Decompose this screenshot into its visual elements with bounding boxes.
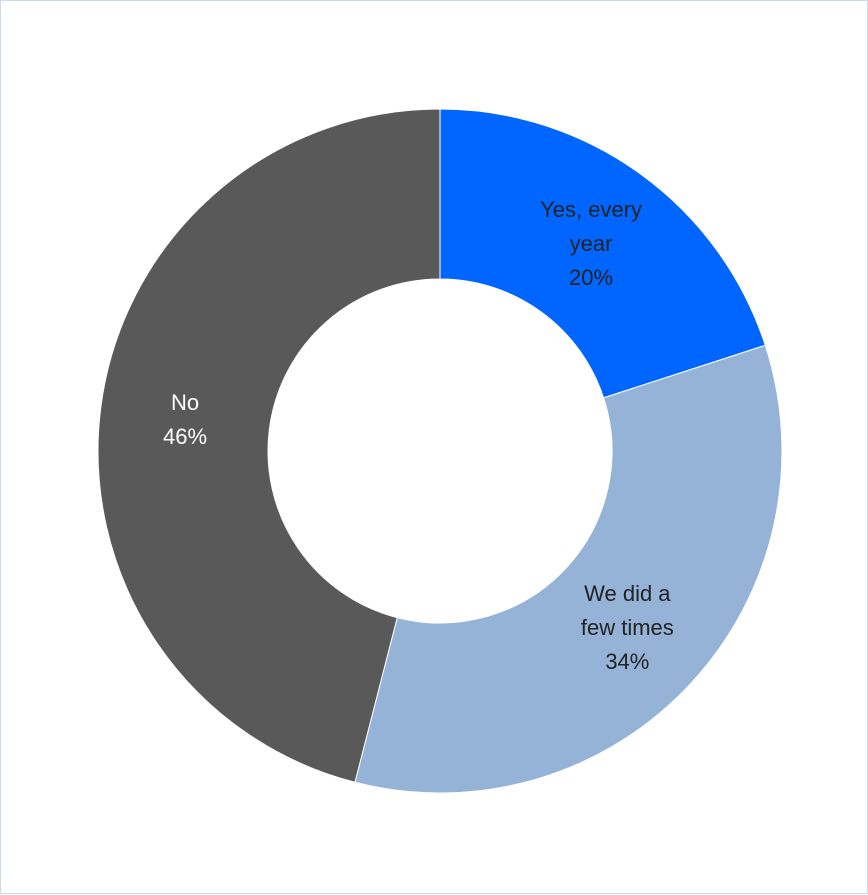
slice-label-1: We did a few times 34%	[581, 581, 674, 674]
donut-slice-0	[439, 108, 766, 399]
slice-label-0: Yes, every year 20%	[540, 197, 642, 290]
donut-slice-1	[354, 344, 783, 794]
slice-value-label: 34%	[605, 649, 649, 674]
slice-label-2: No 46%	[163, 390, 207, 449]
slice-value-label: 46%	[163, 424, 207, 449]
slice-category-label: Yes, every	[540, 197, 642, 222]
slice-category-label: No	[171, 390, 199, 415]
slice-category-label: We did a	[584, 581, 671, 606]
donut-slice-2	[97, 108, 441, 783]
slice-category-label: few times	[581, 615, 674, 640]
slice-value-label: 20%	[569, 265, 613, 290]
slice-category-label: year	[570, 231, 613, 256]
